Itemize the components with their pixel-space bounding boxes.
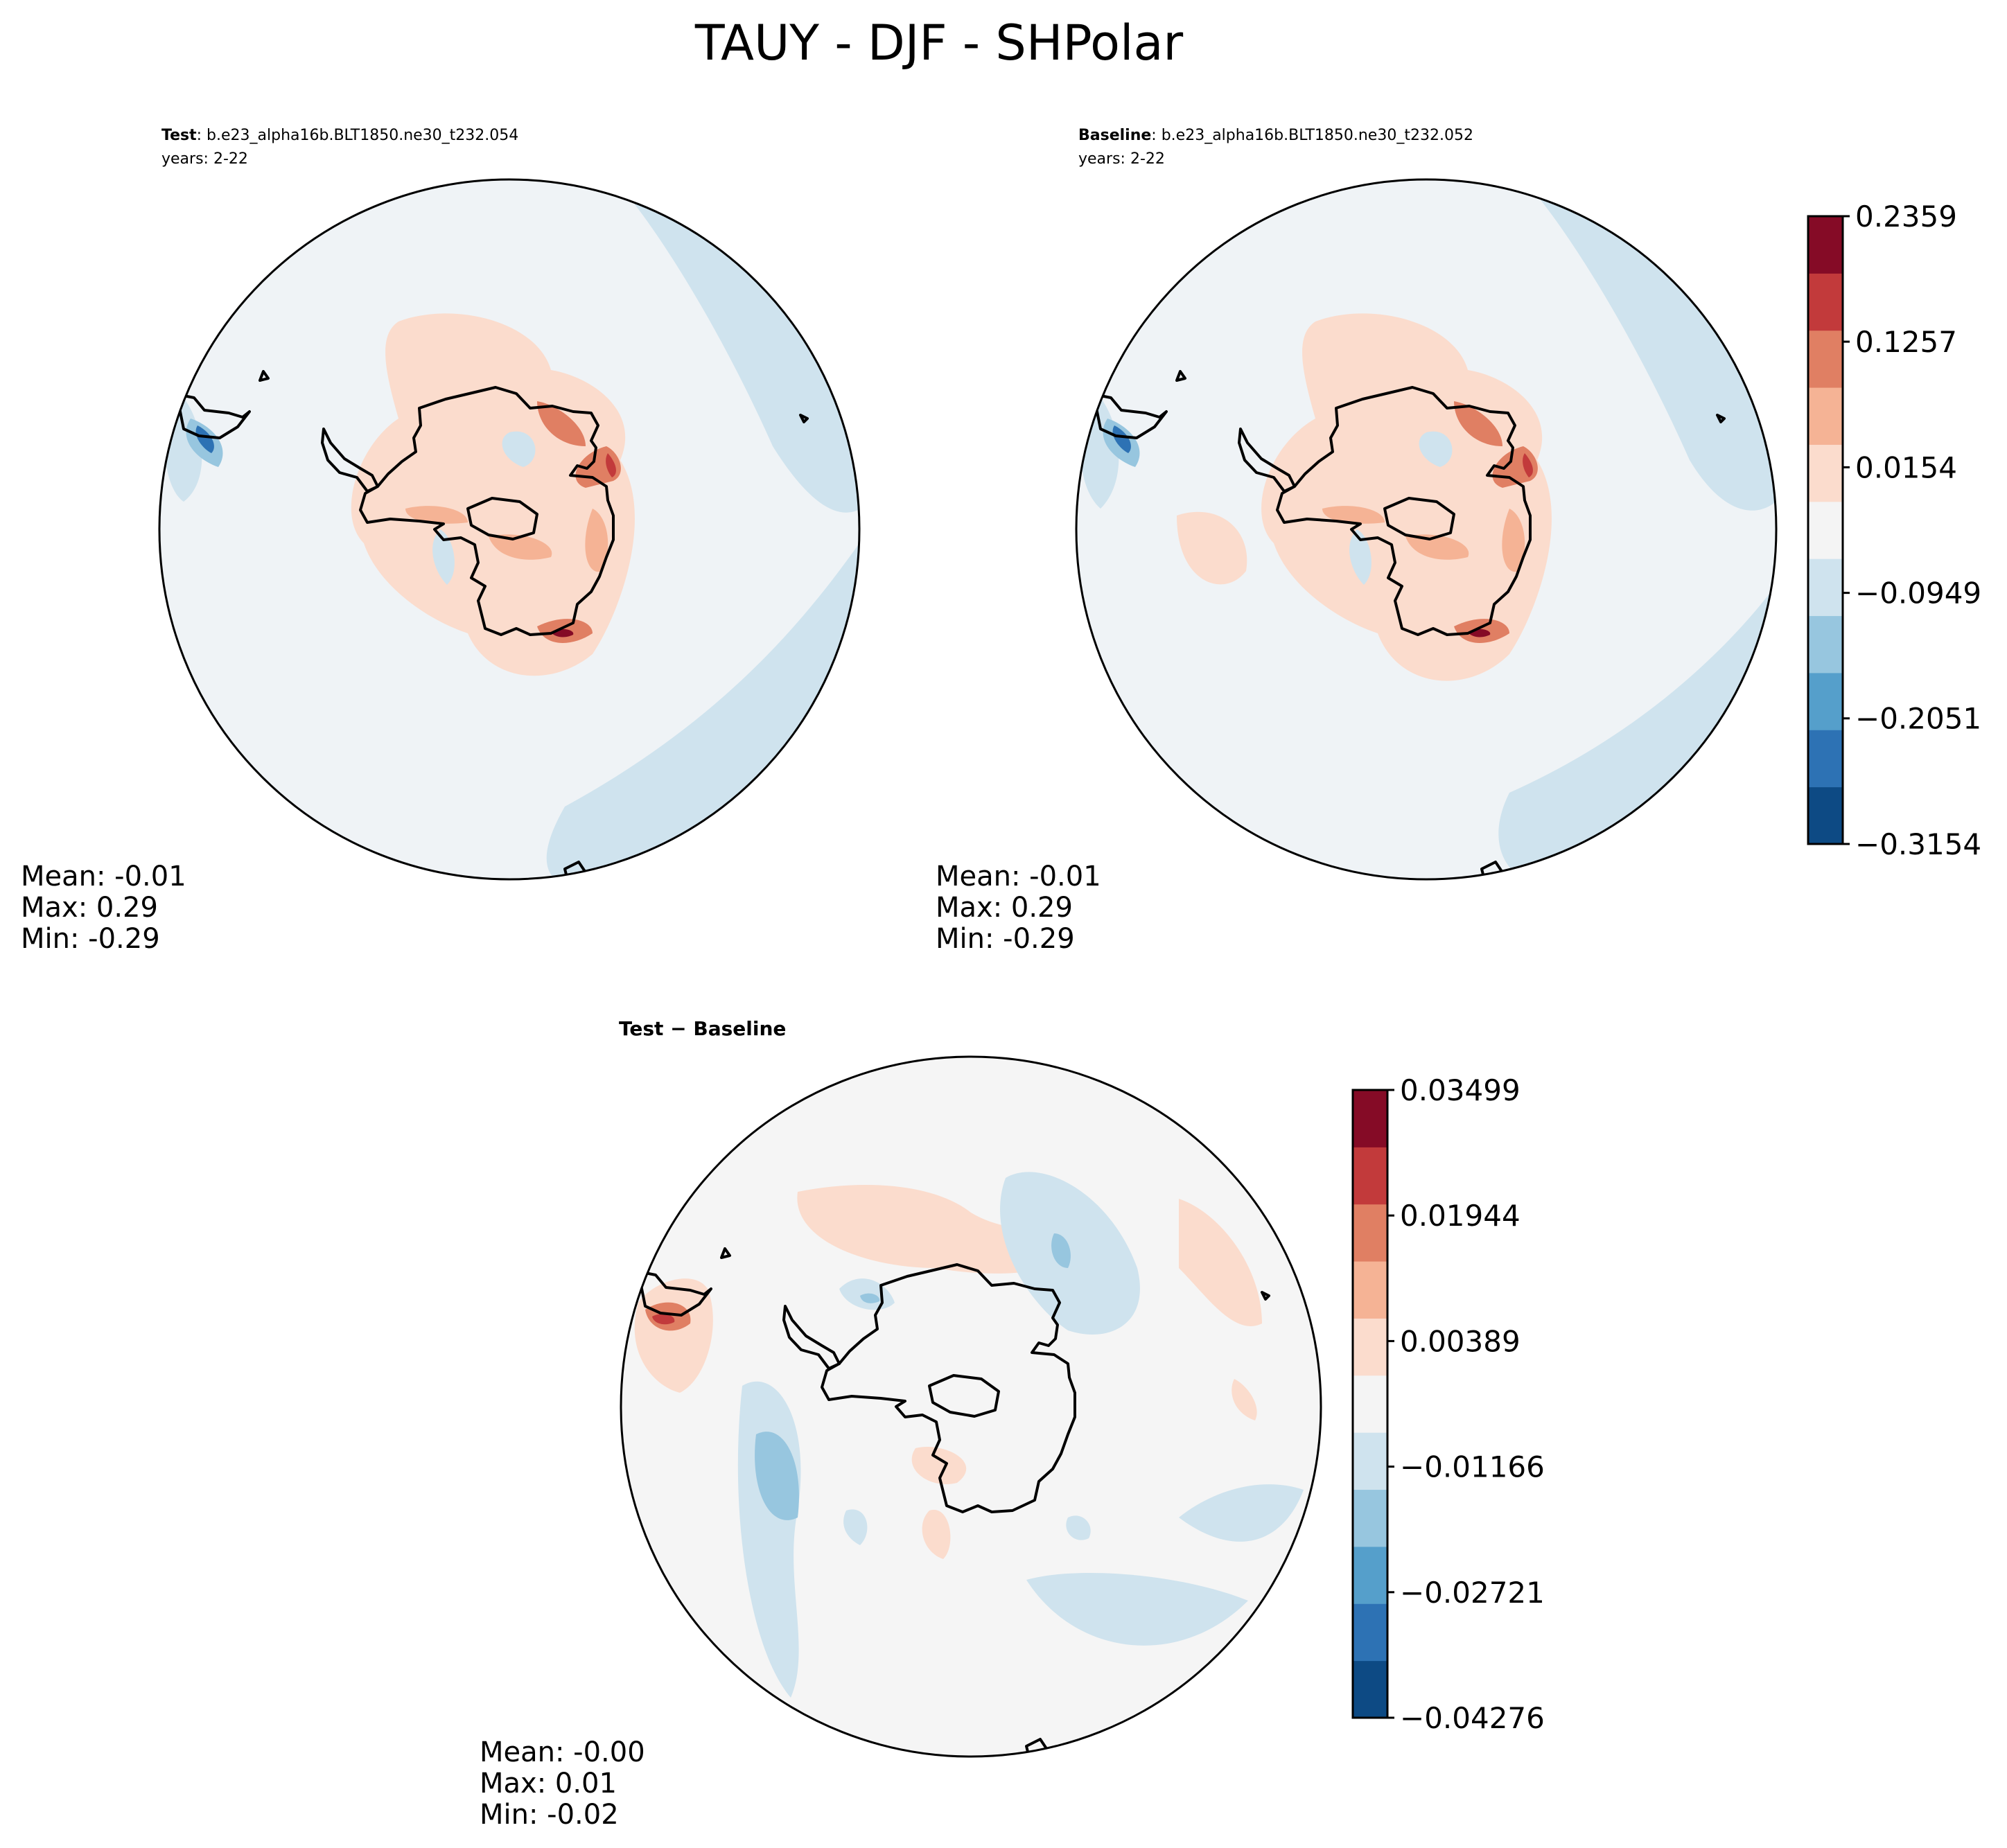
colorbar-diff-frame [1351,1089,1389,1719]
test-map-field [159,179,859,879]
baseline-map-field [1076,179,1776,879]
colorbar-top-tick-label: −0.2051 [1855,702,1981,736]
diff-map-boundary [620,1055,1322,1758]
colorbar-top-swatch [1808,730,1843,788]
baseline-label: Baseline [1078,127,1151,144]
diff-panel: Test − Baseline [480,1017,1322,1831]
colorbar-top-swatch [1808,330,1843,388]
colorbar-top-swatch [1808,786,1843,845]
colorbar-top-tick-label: −0.0949 [1855,577,1981,610]
test-mean: Mean: -0.01 [21,861,186,892]
colorbar-diff-swatch [1353,1489,1387,1547]
colorbar-diff-swatch [1353,1147,1387,1205]
test-years: years: 2-22 [161,150,248,168]
colorbar-top-tick-label: 0.0154 [1855,450,1957,484]
baseline-panel: Baseline: b.e23_alpha16b.BLT1850.ne30_t2… [936,127,1778,955]
colorbar-top-swatch [1808,615,1843,674]
test-panel: Test: b.e23_alpha16b.BLT1850.ne30_t232.0… [21,127,861,955]
colorbar-top-frame [1807,215,1844,845]
colorbar-top-tick-label: 0.2359 [1855,200,1957,234]
diff-mean: Mean: -0.00 [480,1736,645,1768]
colorbar-diff-tick-label: 0.00389 [1400,1324,1520,1358]
colorbar-diff-swatch [1353,1660,1387,1718]
colorbar-top-swatch [1808,672,1843,730]
figure-title: TAUY - DJF - SHPolar [694,15,1183,71]
colorbar-diff-tick-label: 0.03499 [1400,1073,1520,1107]
colorbar-diff-swatch [1353,1546,1387,1604]
colorbar-diff-swatch [1353,1090,1387,1147]
colorbar-top-swatch [1808,501,1843,559]
colorbar-diff-tick-label: 0.01944 [1400,1199,1520,1233]
colorbar-diff: −0.04276 −0.02721 −0.01166 0.00389 0.01944 0.… [1351,1073,1545,1735]
colorbar-diff-swatch [1353,1432,1387,1490]
test-max: Max: 0.29 [21,892,158,924]
baseline-max: Max: 0.29 [936,892,1073,924]
colorbar-top-swatch [1808,216,1843,274]
colorbar-top: −0.3154 −0.2051 −0.0949 0.0154 0.1257 0.2359 [1807,200,1981,861]
baseline-years: years: 2-22 [1078,150,1165,168]
diff-max: Max: 0.01 [480,1768,617,1799]
colorbar-diff-swatch [1353,1603,1387,1662]
colorbar-diff-tick-label: −0.02721 [1400,1576,1545,1610]
baseline-min: Min: -0.29 [936,923,1075,955]
test-min: Min: -0.29 [21,923,160,955]
colorbar-top-tick-label: 0.1257 [1855,325,1957,359]
baseline-panel-title: Baseline: b.e23_alpha16b.BLT1850.ne30_t2… [1078,127,1473,144]
colorbar-top-swatch [1808,558,1843,617]
test-case-name: : b.e23_alpha16b.BLT1850.ne30_t232.054 [197,127,519,144]
colorbar-diff-tick-label: −0.04276 [1400,1701,1545,1735]
colorbar-diff-swatch [1353,1261,1387,1319]
colorbar-top-swatch [1808,273,1843,331]
test-panel-title: Test: b.e23_alpha16b.BLT1850.ne30_t232.0… [161,127,518,144]
diff-min: Min: -0.02 [480,1799,619,1831]
colorbar-diff-swatch [1353,1204,1387,1262]
baseline-case-name: : b.e23_alpha16b.BLT1850.ne30_t232.052 [1151,127,1473,144]
colorbar-top-swatch [1808,387,1843,445]
colorbar-diff-swatch [1353,1375,1387,1433]
diff-map-field [621,1057,1321,1757]
diff-panel-title: Test − Baseline [619,1017,786,1040]
colorbar-diff-swatch [1353,1318,1387,1376]
colorbar-top-swatch [1808,444,1843,502]
baseline-mean: Mean: -0.01 [936,861,1101,892]
test-label: Test [161,127,197,144]
colorbar-top-tick-label: −0.3154 [1855,827,1981,861]
baseline-map-boundary [1075,178,1778,881]
colorbar-diff-tick-label: −0.01166 [1400,1450,1545,1484]
test-map-boundary [158,178,861,881]
